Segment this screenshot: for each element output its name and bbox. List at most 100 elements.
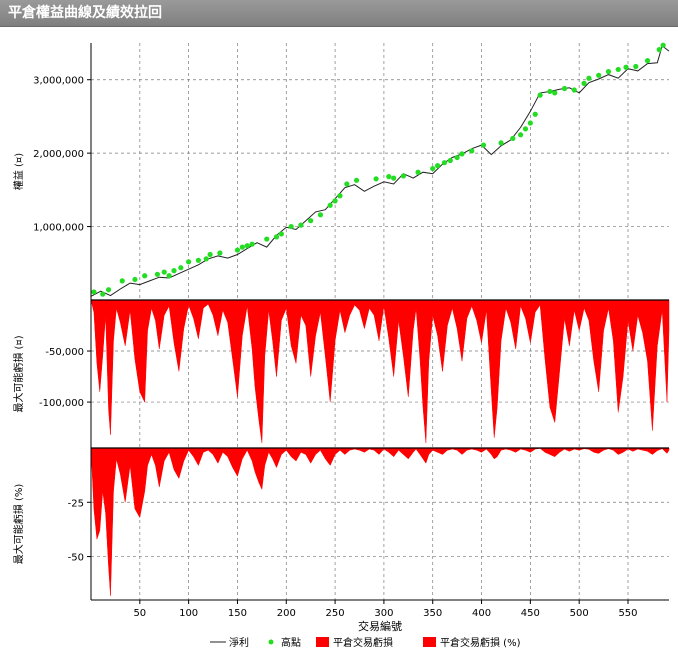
drawdown-amount-y-axis-label: 最大可能虧損 (¤) bbox=[12, 335, 25, 412]
x-tick-label: 250 bbox=[326, 608, 345, 619]
x-tick-label: 400 bbox=[472, 608, 491, 619]
high-point-marker bbox=[298, 222, 304, 228]
legend-close-loss-label: 平倉交易虧損 bbox=[333, 636, 393, 649]
y-tick-label: 3,000,000 bbox=[33, 76, 84, 87]
high-point-marker bbox=[552, 90, 558, 96]
high-point-marker bbox=[435, 163, 441, 169]
high-point-marker bbox=[373, 176, 379, 182]
y-tick-label: 2,000,000 bbox=[33, 149, 84, 160]
high-point-marker bbox=[119, 278, 125, 284]
high-point-marker bbox=[586, 75, 592, 81]
high-point-marker bbox=[537, 92, 543, 98]
high-point-marker bbox=[195, 257, 201, 263]
equity-drawdown-chart: 1,000,000 2,000,000 3,000,000 -50,000 -100,… bbox=[12, 42, 670, 649]
high-point-marker bbox=[186, 259, 192, 265]
x-tick-label: 150 bbox=[228, 608, 247, 619]
high-point-marker bbox=[561, 85, 568, 92]
high-point-marker bbox=[337, 193, 343, 199]
high-point-marker bbox=[447, 157, 453, 164]
high-point-marker bbox=[656, 47, 662, 53]
high-point-marker bbox=[547, 88, 553, 95]
high-point-marker bbox=[161, 269, 167, 275]
x-tick-label: 500 bbox=[570, 608, 589, 619]
equity-panel bbox=[90, 42, 670, 297]
high-point-marker bbox=[327, 202, 333, 208]
high-point-marker bbox=[353, 177, 360, 183]
high-point-marker bbox=[605, 69, 612, 75]
x-tick-label: 450 bbox=[521, 608, 540, 619]
y-tick-label: -100,000 bbox=[39, 398, 84, 409]
high-point-marker bbox=[441, 160, 448, 166]
high-point-marker bbox=[142, 273, 148, 279]
high-point-marker bbox=[239, 244, 245, 250]
high-point-marker bbox=[415, 169, 421, 175]
high-point-marker bbox=[308, 218, 314, 224]
high-point-marker bbox=[91, 289, 97, 295]
legend-high-point-label: 高點 bbox=[281, 636, 301, 649]
x-tick-label: 550 bbox=[618, 608, 637, 619]
high-point-marker bbox=[510, 135, 516, 142]
high-point-marker bbox=[498, 140, 504, 146]
equity-y-axis-label: 權益 (¤) bbox=[12, 153, 25, 190]
x-tick-label: 300 bbox=[374, 608, 393, 619]
window-title: 平倉權益曲線及績效拉回 bbox=[0, 0, 678, 27]
x-tick-label: 350 bbox=[423, 608, 442, 619]
high-point-marker bbox=[571, 87, 577, 93]
y-tick-label: 1,000,000 bbox=[33, 223, 84, 234]
drawdown-percent-grid: -25 -50 bbox=[68, 448, 669, 600]
y-tick-label: -25 bbox=[68, 498, 84, 509]
x-tick-label: 200 bbox=[277, 608, 296, 619]
legend-high-point-swatch bbox=[268, 639, 274, 645]
high-point-marker bbox=[527, 120, 533, 126]
high-point-marker bbox=[207, 251, 213, 258]
high-point-marker bbox=[633, 63, 639, 70]
high-point-marker bbox=[332, 198, 338, 204]
drawdown-percent-panel bbox=[90, 447, 670, 596]
high-point-marker bbox=[660, 42, 666, 48]
high-point-marker bbox=[171, 268, 177, 274]
high-point-marker bbox=[166, 273, 172, 279]
drawdown-amount-area bbox=[90, 299, 670, 443]
high-point-marker bbox=[581, 80, 587, 86]
net-profit-line bbox=[90, 45, 670, 297]
high-point-marker bbox=[244, 243, 250, 249]
high-point-marker bbox=[264, 236, 270, 242]
high-point-marker bbox=[344, 181, 350, 187]
high-point-marker bbox=[459, 151, 465, 157]
high-point-marker bbox=[217, 250, 223, 256]
x-tick-label: 50 bbox=[133, 608, 146, 619]
y-tick-label: -50,000 bbox=[45, 347, 84, 358]
high-point-marker bbox=[154, 271, 160, 277]
high-point-marker bbox=[522, 126, 529, 132]
drawdown-amount-panel bbox=[90, 299, 670, 443]
x-axis-label: 交易編號 bbox=[358, 619, 402, 633]
high-point-marker bbox=[615, 66, 621, 73]
high-point-marker bbox=[386, 174, 392, 180]
y-tick-label: -50 bbox=[68, 553, 84, 564]
legend-close-loss-pct-label: 平倉交易虧損 (%) bbox=[440, 636, 521, 649]
high-point-marker bbox=[400, 173, 407, 179]
high-point-marker bbox=[480, 142, 487, 148]
high-point-marker bbox=[430, 165, 436, 172]
high-point-marker bbox=[273, 234, 280, 240]
drawdown-percent-area bbox=[90, 447, 670, 596]
chart-axes: 50 100 150 200 250 300 350 400 450 500 550 bbox=[90, 43, 669, 619]
high-point-marker bbox=[517, 132, 524, 138]
high-point-marker bbox=[234, 247, 241, 253]
legend-close-loss-pct-swatch bbox=[423, 637, 436, 647]
chart-legend: 淨利 高點 平倉交易虧損 平倉交易虧損 (%) bbox=[210, 636, 521, 649]
high-point-marker bbox=[105, 287, 112, 293]
legend-net-profit-label: 淨利 bbox=[229, 637, 249, 649]
high-point-marker bbox=[596, 72, 602, 78]
legend-close-loss-swatch bbox=[316, 637, 329, 647]
high-point-marker bbox=[454, 154, 460, 161]
high-point-marker bbox=[317, 212, 324, 218]
high-point-marker bbox=[644, 58, 651, 64]
x-tick-label: 100 bbox=[179, 608, 198, 619]
high-point-marker bbox=[249, 241, 255, 247]
high-point-marker bbox=[623, 64, 629, 70]
high-point-marker bbox=[278, 231, 284, 237]
high-point-marker bbox=[178, 265, 184, 271]
equity-grid: 1,000,000 2,000,000 3,000,000 bbox=[33, 43, 669, 300]
chart-area: 1,000,000 2,000,000 3,000,000 -50,000 -100,… bbox=[0, 28, 678, 653]
